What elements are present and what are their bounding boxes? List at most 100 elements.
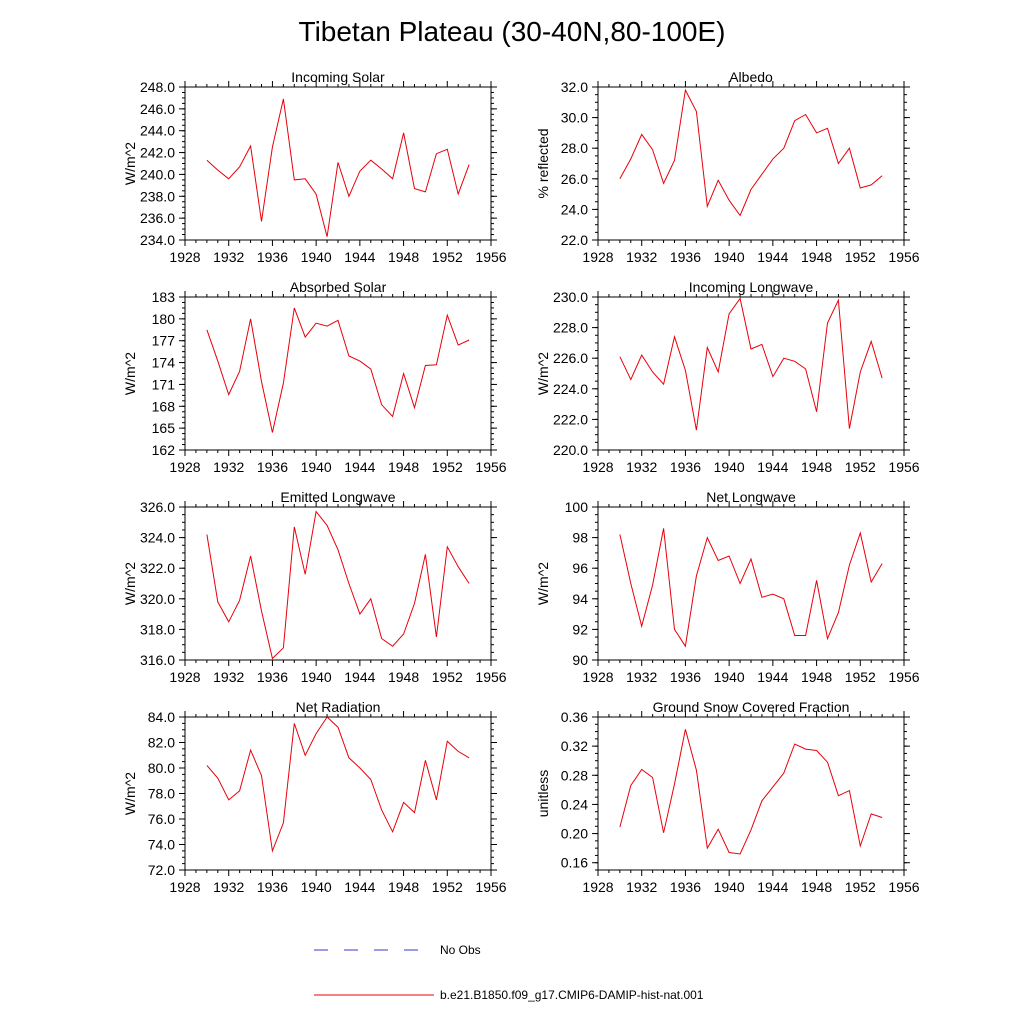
y-tick-label: 30.0 [561, 110, 588, 126]
x-tick-label: 1952 [845, 879, 876, 895]
x-tick-label: 1948 [388, 669, 419, 685]
panel-7: Ground Snow Covered Fraction unitless 1928… [535, 699, 920, 895]
x-tick-label: 1944 [344, 669, 375, 685]
plot-frame [184, 716, 492, 871]
x-tick-label: 1940 [714, 669, 745, 685]
y-tick-label: 177 [152, 333, 176, 349]
y-tick-label: 0.20 [561, 826, 588, 842]
y-tick-label: 242.0 [140, 145, 175, 161]
panel-4: Emitted Longwave W/m^2 1928 1932 1936 1940 194… [122, 489, 507, 685]
x-tick-label: 1948 [388, 879, 419, 895]
y-tick-label: 28.0 [561, 140, 588, 156]
y-tick-label: 220.0 [553, 442, 588, 458]
y-tick-label: 318.0 [140, 621, 175, 637]
y-tick-label: 96 [572, 560, 588, 576]
legend-label-no-obs: No Obs [440, 943, 481, 957]
series-line [619, 528, 883, 648]
x-tick-label: 1932 [213, 459, 244, 475]
y-tick-label: 162 [152, 442, 176, 458]
x-tick-label: 1944 [344, 459, 375, 475]
x-tick-label: 1928 [582, 459, 613, 475]
series-line [206, 98, 470, 237]
panel-title: Absorbed Solar [290, 279, 387, 295]
panel-6: Net Radiation W/m^2 1928 1932 1936 1940 1944 19… [122, 699, 507, 895]
y-tick-label: 0.28 [561, 767, 588, 783]
y-tick-label: 228.0 [553, 320, 588, 336]
x-tick-label: 1940 [714, 879, 745, 895]
x-tick-label: 1936 [257, 669, 288, 685]
panel-title: Incoming Solar [291, 69, 385, 85]
legend-label-model: b.e21.B1850.f09_g17.CMIP6-DAMIP-hist-nat… [440, 988, 704, 1002]
x-tick-label: 1956 [888, 879, 919, 895]
y-tick-label: 74.0 [148, 837, 175, 853]
panel-title: Emitted Longwave [280, 489, 395, 505]
y-tick-label: 78.0 [148, 786, 175, 802]
x-tick-label: 1944 [757, 669, 788, 685]
plot-frame [597, 506, 905, 661]
legend: No Obs b.e21.B1850.f09_g17.CMIP6-DAMIP-h… [314, 943, 704, 1002]
x-tick-label: 1928 [169, 249, 200, 265]
x-tick-label: 1940 [301, 669, 332, 685]
x-tick-label: 1936 [670, 249, 701, 265]
panel-title: Ground Snow Covered Fraction [653, 699, 850, 715]
series-line [206, 716, 470, 853]
x-tick-label: 1936 [670, 459, 701, 475]
y-tick-label: 244.0 [140, 123, 175, 139]
plot-frame [597, 296, 905, 451]
x-tick-label: 1952 [432, 249, 463, 265]
panel-title: Incoming Longwave [689, 279, 814, 295]
y-tick-label: 22.0 [561, 232, 588, 248]
x-tick-label: 1952 [845, 669, 876, 685]
y-axis-label: W/m^2 [122, 772, 138, 815]
x-tick-label: 1956 [475, 879, 506, 895]
y-axis-label: W/m^2 [122, 352, 138, 395]
y-axis-label: W/m^2 [535, 562, 551, 605]
x-tick-label: 1932 [626, 249, 657, 265]
y-axis-label: W/m^2 [122, 142, 138, 185]
x-tick-label: 1956 [888, 669, 919, 685]
series-line [619, 297, 883, 431]
x-tick-label: 1936 [670, 879, 701, 895]
x-tick-label: 1944 [344, 249, 375, 265]
y-axis-label: unitless [535, 770, 551, 817]
y-tick-label: 246.0 [140, 101, 175, 117]
x-tick-label: 1936 [257, 249, 288, 265]
x-tick-label: 1932 [213, 879, 244, 895]
figure-title: Tibetan Plateau (30-40N,80-100E) [299, 16, 726, 47]
y-tick-label: 0.24 [561, 796, 588, 812]
y-tick-label: 180 [152, 311, 176, 327]
y-tick-label: 230.0 [553, 289, 588, 305]
y-tick-label: 326.0 [140, 499, 175, 515]
y-tick-label: 76.0 [148, 811, 175, 827]
y-tick-label: 0.16 [561, 855, 588, 871]
x-tick-label: 1928 [582, 669, 613, 685]
y-tick-label: 320.0 [140, 591, 175, 607]
panel-1: Albedo % reflected 1928 1932 1936 1940 1944 194… [535, 69, 920, 265]
x-tick-label: 1932 [626, 879, 657, 895]
y-tick-label: 171 [152, 376, 176, 392]
y-axis-label: % reflected [535, 128, 551, 198]
x-tick-label: 1944 [757, 459, 788, 475]
series-line [619, 88, 883, 217]
x-tick-label: 1940 [301, 459, 332, 475]
y-tick-label: 100 [565, 499, 589, 515]
y-tick-label: 224.0 [553, 381, 588, 397]
x-tick-label: 1956 [888, 249, 919, 265]
plot-frame [597, 716, 905, 871]
x-tick-label: 1948 [388, 249, 419, 265]
x-tick-label: 1952 [432, 669, 463, 685]
x-tick-label: 1948 [801, 879, 832, 895]
y-tick-label: 322.0 [140, 560, 175, 576]
x-tick-label: 1944 [344, 879, 375, 895]
panel-title: Albedo [729, 69, 773, 85]
x-tick-label: 1948 [801, 249, 832, 265]
panel-2: Absorbed Solar W/m^2 1928 1932 1936 1940 1944 1… [122, 279, 507, 475]
plot-frame [184, 506, 492, 661]
y-tick-label: 0.32 [561, 738, 588, 754]
x-tick-label: 1952 [845, 249, 876, 265]
x-tick-label: 1932 [626, 669, 657, 685]
y-axis-label: W/m^2 [122, 562, 138, 605]
x-tick-label: 1928 [169, 459, 200, 475]
y-tick-label: 238.0 [140, 188, 175, 204]
x-tick-label: 1936 [257, 879, 288, 895]
